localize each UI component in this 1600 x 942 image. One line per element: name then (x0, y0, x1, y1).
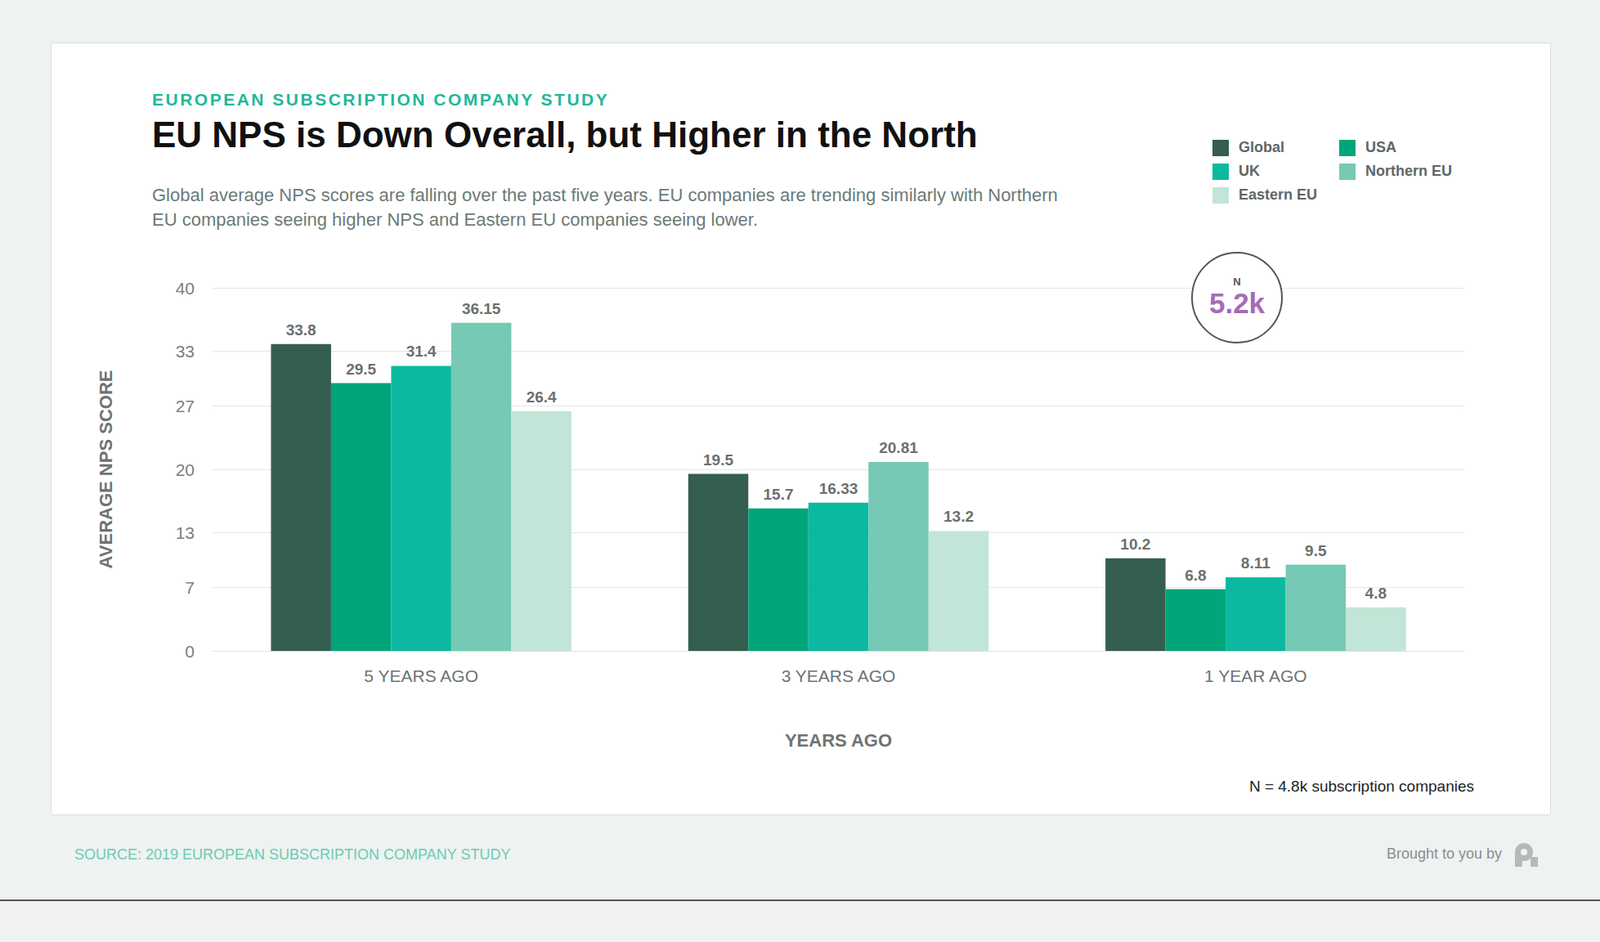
html-text:EU NPS is Down Overall, but Hi: EU NPS is Down Overall, but Higher in th… (152, 114, 978, 155)
html-text:Brought to you by: Brought to you by (1386, 845, 1502, 862)
svg-text:36.15: 36.15 (461, 300, 502, 318)
svg-text:7: 7 (184, 578, 195, 597)
svg-text:9.5: 9.5 (1304, 542, 1327, 560)
svg-text:13.2: 13.2 (943, 507, 974, 525)
html-text:EUROPEAN SUBSCRIPTION COMPANY: EUROPEAN SUBSCRIPTION COMPANY STUDY (152, 89, 610, 109)
svg-text:4.8: 4.8 (1365, 584, 1387, 602)
html-text:5.2k: 5.2k (1209, 286, 1265, 319)
svg-text:3 YEARS AGO: 3 YEARS AGO (781, 666, 897, 686)
svg-text:19.5: 19.5 (703, 451, 734, 469)
html-text:SOURCE: 2019 EUROPEAN SUBSCRIP: SOURCE: 2019 EUROPEAN SUBSCRIPTION COMPA… (74, 846, 511, 863)
html-text:Global average NPS scores are: Global average NPS scores are falling ov… (152, 184, 1058, 230)
svg-text:33: 33 (175, 341, 195, 361)
svg-text:20.81: 20.81 (878, 439, 919, 457)
svg-text:40: 40 (175, 278, 195, 298)
svg-text:16.33: 16.33 (819, 479, 859, 498)
svg-text:15.7: 15.7 (763, 485, 794, 503)
html-text:N: N (1233, 275, 1241, 288)
svg-text:0: 0 (184, 641, 195, 661)
svg-text:26.4: 26.4 (526, 388, 557, 406)
svg-text:1 YEAR AGO: 1 YEAR AGO (1204, 666, 1308, 686)
html-text:Eastern EU: Eastern EU (1238, 186, 1318, 203)
svg-text:AVERAGE NPS SCORE: AVERAGE NPS SCORE (95, 370, 117, 570)
svg-text:5 YEARS AGO: 5 YEARS AGO (363, 666, 479, 686)
svg-text:13: 13 (175, 523, 195, 543)
svg-text:8.11: 8.11 (1241, 554, 1271, 572)
html-text:N = 4.8k subscription companie: N = 4.8k subscription companies (1249, 777, 1475, 795)
svg-text:10.2: 10.2 (1120, 535, 1151, 553)
svg-text:YEARS AGO: YEARS AGO (784, 730, 892, 751)
svg-text:29.5: 29.5 (345, 360, 377, 378)
svg-text:20: 20 (175, 460, 195, 480)
html-text:USA: USA (1365, 138, 1397, 156)
svg-text:6.8: 6.8 (1184, 566, 1206, 584)
html-text:Northern EU: Northern EU (1365, 162, 1453, 180)
html-text:UK: UK (1238, 162, 1260, 180)
svg-text:33.8: 33.8 (286, 321, 317, 339)
html-text:Global: Global (1238, 138, 1285, 156)
svg-text:27: 27 (175, 396, 195, 416)
svg-text:31.4: 31.4 (406, 342, 437, 360)
